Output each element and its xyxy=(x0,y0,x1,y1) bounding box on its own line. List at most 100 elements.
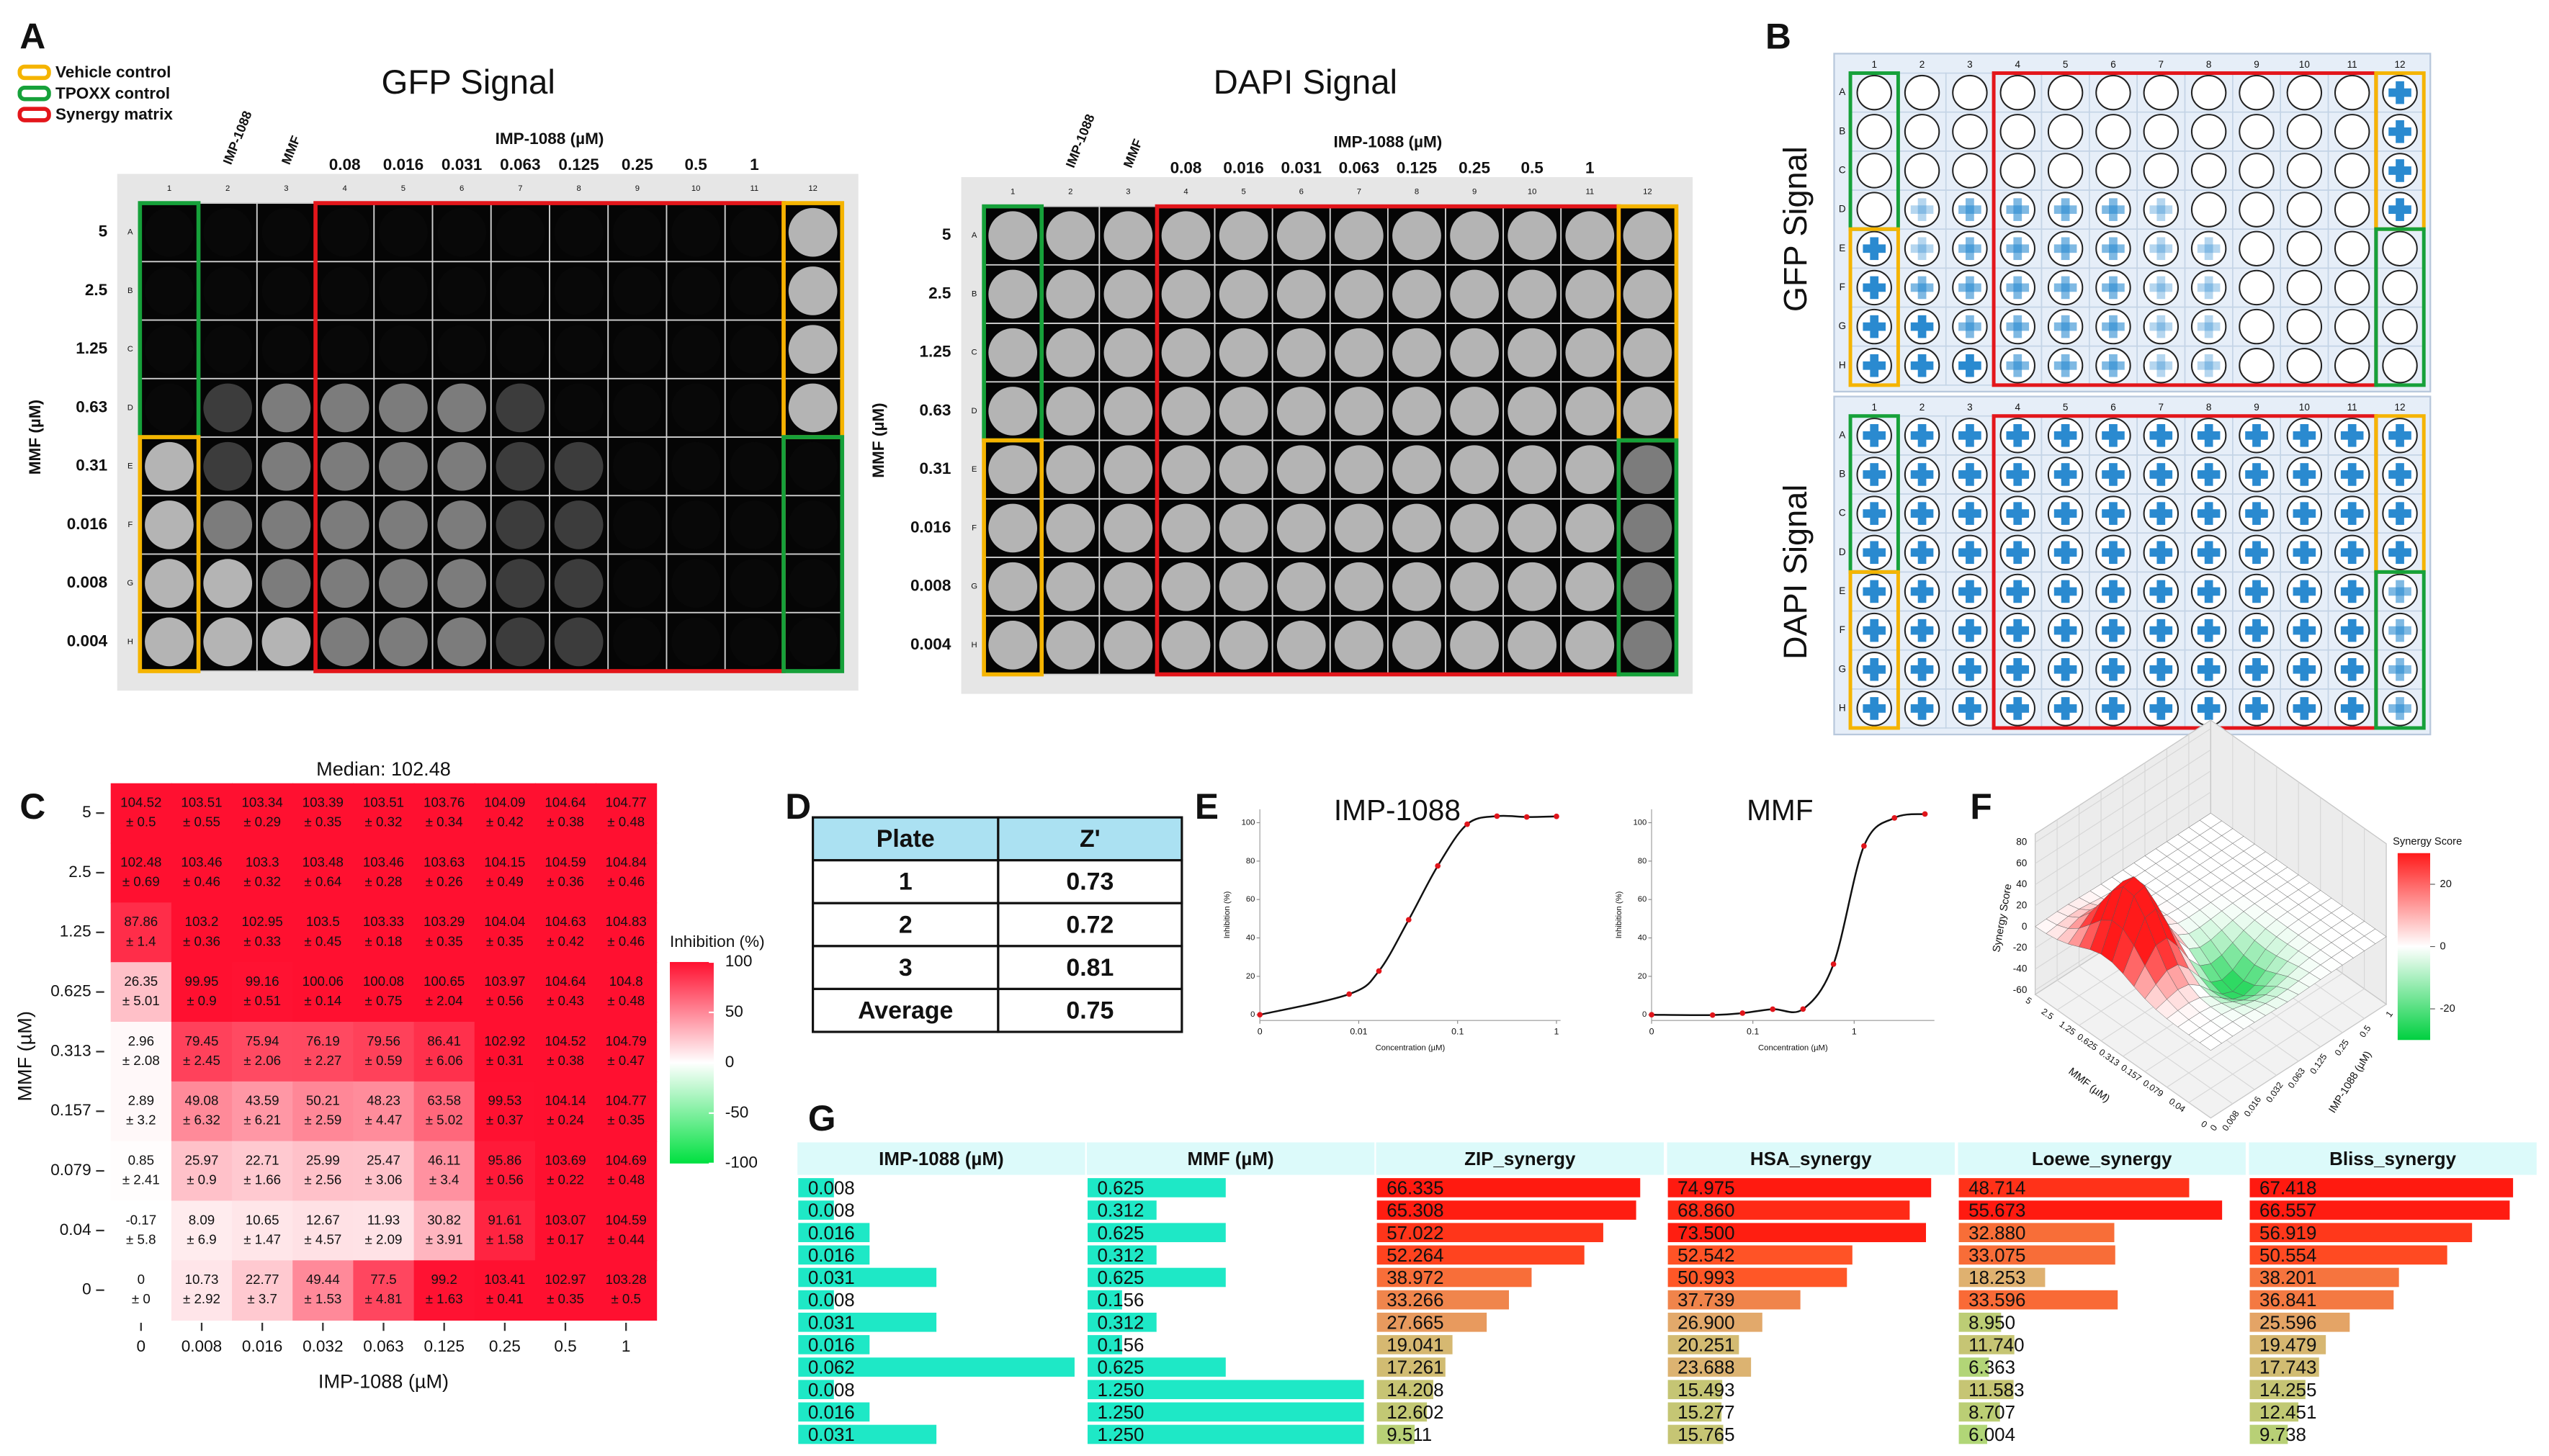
cell-text: 57.022 xyxy=(1387,1223,1443,1244)
well-signal xyxy=(1046,269,1096,319)
conc-label: 0.125 xyxy=(1397,159,1437,177)
well-signal xyxy=(1219,562,1268,611)
cell-text: 38.972 xyxy=(1387,1268,1443,1288)
plate-row: C xyxy=(1839,508,1846,518)
legend-label: Synergy matrix xyxy=(55,105,173,123)
cell-text: 15.493 xyxy=(1677,1380,1734,1401)
well-signal xyxy=(379,559,428,608)
cell-text: 0.625 xyxy=(1098,1223,1144,1244)
well-cross xyxy=(2109,502,2118,525)
y-axis-label: Inhibition (%) xyxy=(1615,891,1623,938)
cell-text: 56.919 xyxy=(2259,1223,2316,1244)
cell-error: ± 4.57 xyxy=(304,1231,341,1246)
cell-value: 0 xyxy=(138,1272,145,1287)
heat-cell xyxy=(232,962,294,1023)
bar xyxy=(2249,1402,2299,1422)
well-cross xyxy=(2109,315,2118,338)
well-signal xyxy=(730,500,779,549)
cell-text: 25.596 xyxy=(2259,1313,2316,1333)
well-signal xyxy=(496,441,545,491)
well-signal xyxy=(1334,503,1384,553)
cell-error: ± 2.92 xyxy=(183,1291,220,1306)
plate-row: G xyxy=(971,583,977,591)
cell-text: 9.511 xyxy=(1387,1425,1432,1445)
plate-row: H xyxy=(972,641,977,650)
cell-error: ± 6.9 xyxy=(187,1231,216,1246)
well-signal xyxy=(988,621,1038,670)
cell-text: 0.008 xyxy=(808,1179,855,1199)
plate-row: D xyxy=(127,403,133,412)
well-signal xyxy=(1623,328,1672,377)
bar xyxy=(1958,1335,2015,1354)
well-cross xyxy=(2252,463,2261,486)
well-signal xyxy=(730,441,779,491)
heat-cell xyxy=(413,962,475,1023)
cell-text: 38.201 xyxy=(2259,1268,2316,1288)
cell-error: ± 4.47 xyxy=(365,1113,403,1128)
well-cross xyxy=(2204,237,2213,261)
well-signal xyxy=(1392,503,1441,553)
plate-column: 6 xyxy=(460,184,464,193)
well xyxy=(2190,230,2227,266)
heat-cell xyxy=(596,783,658,844)
x-tick-label: 0 xyxy=(137,1337,146,1355)
y-tick-label: 5 xyxy=(82,803,91,821)
table-text: 0.72 xyxy=(1066,911,1114,938)
y-tick-label: 80 xyxy=(1638,857,1647,866)
well-signal xyxy=(1392,269,1441,319)
cell-value: 87.86 xyxy=(124,914,158,929)
well-signal xyxy=(988,562,1038,611)
well-signal xyxy=(1334,211,1384,261)
well-cross xyxy=(2149,361,2173,370)
data-point xyxy=(1494,813,1500,819)
well xyxy=(2143,192,2180,228)
well-signal xyxy=(261,383,311,433)
cell-value: 25.97 xyxy=(185,1152,219,1167)
bar xyxy=(1958,1380,2014,1400)
well-cross xyxy=(2347,697,2357,720)
well-cross xyxy=(2061,541,2070,565)
bar xyxy=(2249,1178,2514,1197)
well xyxy=(2095,74,2131,111)
plate-column: 7 xyxy=(2159,59,2164,70)
well-cross xyxy=(2300,619,2309,642)
well xyxy=(2286,269,2323,306)
heat-cell xyxy=(413,842,475,904)
well-cross xyxy=(2156,276,2166,300)
panel-label: C xyxy=(19,786,45,827)
well-cross xyxy=(1917,423,1927,447)
conc-label: 0.5 xyxy=(684,156,707,174)
well-cross xyxy=(2013,423,2022,447)
well-signal xyxy=(1276,387,1326,436)
chart-title: IMP-1088 xyxy=(1334,794,1461,827)
well-signal xyxy=(554,441,604,491)
well-signal xyxy=(1219,269,1268,319)
header-text: ZIP_synergy xyxy=(1464,1149,1576,1169)
bar xyxy=(2249,1223,2473,1243)
cell-text: 67.418 xyxy=(2259,1179,2316,1199)
cell-value: 22.71 xyxy=(246,1152,279,1167)
cell-value: 99.53 xyxy=(488,1093,521,1108)
cell-error: ± 3.2 xyxy=(126,1113,156,1128)
header-cell xyxy=(1376,1142,1664,1175)
well-cross xyxy=(1870,315,1879,338)
well xyxy=(2047,74,2084,111)
well-cross xyxy=(1917,198,1927,221)
well-signal xyxy=(320,441,369,491)
colorbar-tick-label: 20 xyxy=(2440,878,2452,890)
well-signal xyxy=(1046,621,1096,670)
heat-cell xyxy=(353,902,415,963)
bar xyxy=(1376,1267,1532,1288)
cell-error: ± 6.32 xyxy=(183,1113,220,1128)
row-label: 0.016 xyxy=(67,515,107,533)
well-cross xyxy=(2300,463,2309,486)
well-signal xyxy=(1565,562,1615,611)
well-signal xyxy=(1450,445,1499,495)
well-cross xyxy=(1917,657,1927,681)
well xyxy=(1952,74,1988,111)
table-text: Plate xyxy=(877,825,935,853)
heat-cell xyxy=(474,902,536,963)
header-cell xyxy=(2249,1142,2537,1175)
plate-column: 5 xyxy=(2063,402,2069,413)
cell-text: 11.740 xyxy=(1968,1336,2024,1356)
